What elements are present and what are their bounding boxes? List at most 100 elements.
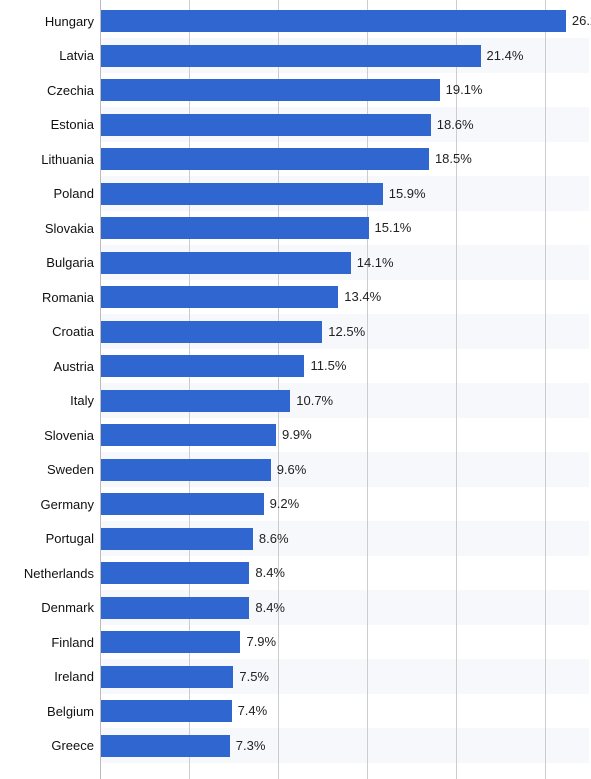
bar-row: Austria 11.5% — [0, 355, 591, 377]
value-label: 11.5% — [304, 355, 346, 377]
value-label: 9.6% — [271, 459, 307, 481]
bar — [100, 493, 264, 515]
category-label: Czechia — [0, 83, 100, 98]
rows-layer: Hungary26.2% Latvia 21.4% Czechia 19.1% Eston… — [0, 0, 591, 779]
value-label: 18.6% — [431, 114, 474, 136]
bar — [100, 597, 249, 619]
bar — [100, 79, 440, 101]
bar — [100, 148, 429, 170]
category-label: Italy — [0, 393, 100, 408]
value-label: 8.4% — [249, 562, 285, 584]
value-label: 21.4% — [481, 45, 524, 67]
bar-row: Slovenia9.9% — [0, 424, 591, 446]
bar-row: Greece 7.3% — [0, 735, 591, 757]
bar-row: Romania 13.4% — [0, 286, 591, 308]
horizontal-bar-chart: Hungary26.2% Latvia 21.4% Czechia 19.1% Eston… — [0, 0, 591, 779]
category-label: Denmark — [0, 600, 100, 615]
category-label: Latvia — [0, 48, 100, 63]
value-label: 19.1% — [440, 79, 483, 101]
bar — [100, 528, 253, 550]
category-label: Croatia — [0, 324, 100, 339]
bar — [100, 459, 271, 481]
value-label: 8.6% — [253, 528, 289, 550]
bar-track: 13.4% — [100, 286, 589, 308]
value-label: 7.4% — [232, 700, 268, 722]
bar-row: Denmark 8.4% — [0, 597, 591, 619]
bar-row: Czechia 19.1% — [0, 79, 591, 101]
bar-track: 9.2% — [100, 493, 589, 515]
bar — [100, 700, 232, 722]
bar-track: 11.5% — [100, 355, 589, 377]
bar-track: 9.6% — [100, 459, 589, 481]
bar — [100, 10, 566, 32]
value-label: 13.4% — [338, 286, 381, 308]
bar-track: 7.3% — [100, 735, 589, 757]
category-label: Bulgaria — [0, 255, 100, 270]
bar-row: Ireland 7.5% — [0, 666, 591, 688]
category-label: Romania — [0, 290, 100, 305]
y-axis-line — [100, 0, 101, 779]
bar — [100, 217, 369, 239]
bar — [100, 735, 230, 757]
bar-row: Sweden9.6% — [0, 459, 591, 481]
value-label: 7.9% — [240, 631, 276, 653]
bar — [100, 252, 351, 274]
bar-track: 15.9% — [100, 183, 589, 205]
bar-track: 19.1% — [100, 79, 589, 101]
bar-track: 8.6% — [100, 528, 589, 550]
bar — [100, 666, 233, 688]
value-label: 15.9% — [383, 183, 426, 205]
value-label: 8.4% — [249, 597, 285, 619]
category-label: Greece — [0, 738, 100, 753]
bar — [100, 424, 276, 446]
bar-row: Latvia 21.4% — [0, 45, 591, 67]
category-label: Finland — [0, 635, 100, 650]
bar-track: 7.9% — [100, 631, 589, 653]
bar-track: 8.4% — [100, 597, 589, 619]
bar-row: Estonia 18.6% — [0, 114, 591, 136]
bar — [100, 45, 481, 67]
bar-row: Belgium7.4% — [0, 700, 591, 722]
category-label: Portugal — [0, 531, 100, 546]
category-label: Slovenia — [0, 428, 100, 443]
bar-track: 7.5% — [100, 666, 589, 688]
bar — [100, 114, 431, 136]
category-label: Netherlands — [0, 566, 100, 581]
value-label: 10.7% — [290, 390, 333, 412]
category-label: Hungary — [0, 14, 100, 29]
value-label: 7.5% — [233, 666, 269, 688]
bar-track: 12.5% — [100, 321, 589, 343]
category-label: Ireland — [0, 669, 100, 684]
bar-row: Finland 7.9% — [0, 631, 591, 653]
bar-row: Portugal 8.6% — [0, 528, 591, 550]
bar — [100, 286, 338, 308]
bar-track: 21.4% — [100, 45, 589, 67]
bar — [100, 631, 240, 653]
value-label: 15.1% — [369, 217, 412, 239]
bar-row: Hungary26.2% — [0, 10, 591, 32]
category-label: Estonia — [0, 117, 100, 132]
category-label: Austria — [0, 359, 100, 374]
category-label: Poland — [0, 186, 100, 201]
bar-row: Lithuania 18.5% — [0, 148, 591, 170]
bar — [100, 321, 322, 343]
category-label: Germany — [0, 497, 100, 512]
bar-track: 10.7% — [100, 390, 589, 412]
value-label: 12.5% — [322, 321, 365, 343]
bar — [100, 562, 249, 584]
bar-track: 18.6% — [100, 114, 589, 136]
bar — [100, 183, 383, 205]
bar-track: 26.2% — [100, 10, 589, 32]
value-label: 9.2% — [264, 493, 300, 515]
bar-row: Bulgaria 14.1% — [0, 252, 591, 274]
bar-row: Poland 15.9% — [0, 183, 591, 205]
bar-row: Croatia 12.5% — [0, 321, 591, 343]
value-label: 7.3% — [230, 735, 266, 757]
bar-track: 18.5% — [100, 148, 589, 170]
bar-row: Germany 9.2% — [0, 493, 591, 515]
bar — [100, 355, 304, 377]
value-label: 14.1% — [351, 252, 394, 274]
bar-row: Slovakia15.1% — [0, 217, 591, 239]
value-label: 18.5% — [429, 148, 472, 170]
category-label: Lithuania — [0, 152, 100, 167]
